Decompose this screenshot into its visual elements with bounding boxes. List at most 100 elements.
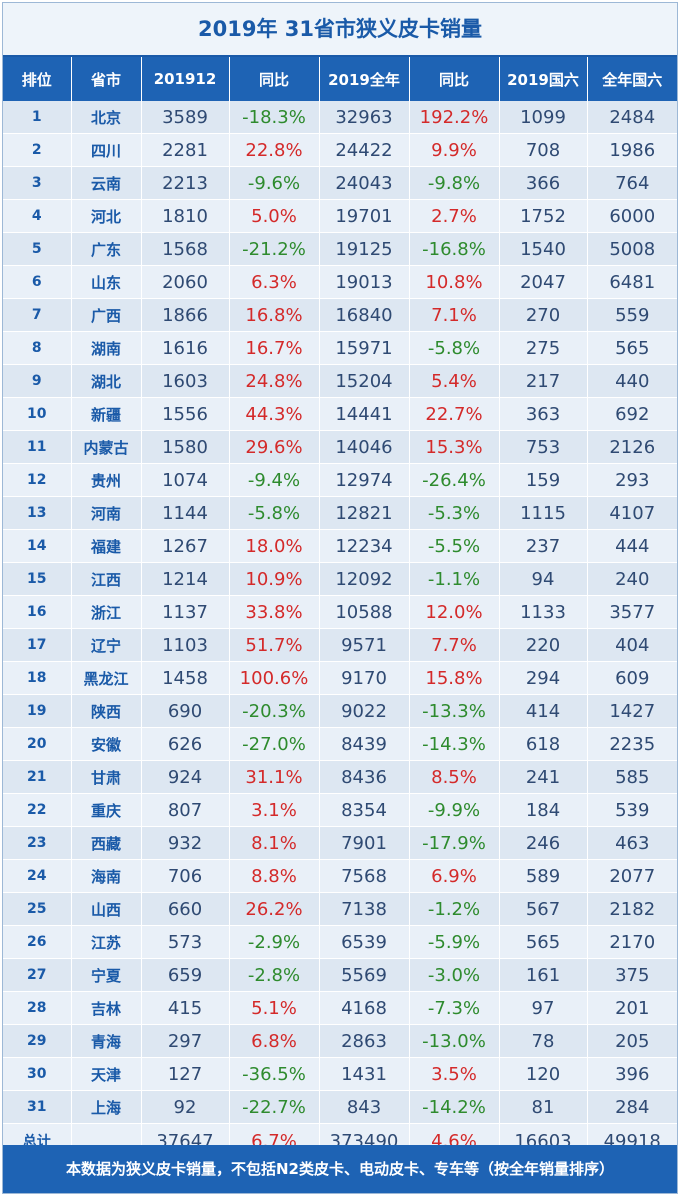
- rank-cell: 23: [3, 826, 72, 860]
- rank-cell: 1: [3, 101, 72, 134]
- province-cell: 甘肃: [71, 760, 142, 794]
- year-sales-cell: 19013: [319, 265, 410, 299]
- rank-cell: 12: [3, 463, 72, 497]
- dec-sales-cell: 1580: [141, 430, 230, 464]
- dec-sales-cell: 1267: [141, 529, 230, 563]
- cn6-full-cell: 559: [587, 298, 677, 332]
- dec-yoy-cell: 5.0%: [229, 199, 320, 233]
- cn6-full-cell: 565: [587, 331, 677, 365]
- dec-yoy-cell: 100.6%: [229, 661, 320, 695]
- province-cell: 天津: [71, 1057, 142, 1091]
- year-yoy-cell: -9.9%: [409, 793, 500, 827]
- header-cn6-full: 全年国六: [587, 57, 677, 101]
- table-row: 30 天津 127 -36.5% 1431 3.5% 120 396: [3, 1057, 677, 1091]
- province-cell: 黑龙江: [71, 661, 142, 695]
- cn6-full-cell: 2126: [587, 430, 677, 464]
- dec-yoy-cell: 29.6%: [229, 430, 320, 464]
- province-cell: 福建: [71, 529, 142, 563]
- table-row: 25 山西 660 26.2% 7138 -1.2% 567 2182: [3, 892, 677, 926]
- year-yoy-cell: -14.2%: [409, 1090, 500, 1124]
- dec-yoy-cell: 26.2%: [229, 892, 320, 926]
- year-sales-cell: 8439: [319, 727, 410, 761]
- table-row: 6 山东 2060 6.3% 19013 10.8% 2047 6481: [3, 265, 677, 299]
- dec-sales-cell: 1568: [141, 232, 230, 266]
- dec-sales-cell: 626: [141, 727, 230, 761]
- year-sales-cell: 15204: [319, 364, 410, 398]
- dec-yoy-cell: -36.5%: [229, 1057, 320, 1091]
- year-yoy-cell: 5.4%: [409, 364, 500, 398]
- dec-yoy-cell: -2.8%: [229, 958, 320, 992]
- cn6-full-cell: 764: [587, 166, 677, 200]
- dec-yoy-cell: 8.8%: [229, 859, 320, 893]
- cn6-2019-cell: 217: [499, 364, 588, 398]
- year-yoy-cell: -3.0%: [409, 958, 500, 992]
- year-sales-cell: 12821: [319, 496, 410, 530]
- rank-cell: 25: [3, 892, 72, 926]
- cn6-full-cell: 396: [587, 1057, 677, 1091]
- year-sales-cell: 10588: [319, 595, 410, 629]
- dec-yoy-cell: 31.1%: [229, 760, 320, 794]
- province-cell: 西藏: [71, 826, 142, 860]
- cn6-full-cell: 2235: [587, 727, 677, 761]
- cn6-full-cell: 205: [587, 1024, 677, 1058]
- cn6-full-cell: 3577: [587, 595, 677, 629]
- year-yoy-cell: -14.3%: [409, 727, 500, 761]
- province-cell: 辽宁: [71, 628, 142, 662]
- table-row: 13 河南 1144 -5.8% 12821 -5.3% 1115 4107: [3, 496, 677, 530]
- cn6-2019-cell: 1099: [499, 101, 588, 134]
- table-row: 28 吉林 415 5.1% 4168 -7.3% 97 201: [3, 991, 677, 1025]
- dec-yoy-cell: 51.7%: [229, 628, 320, 662]
- cn6-full-cell: 5008: [587, 232, 677, 266]
- dec-sales-cell: 659: [141, 958, 230, 992]
- cn6-2019-cell: 241: [499, 760, 588, 794]
- dec-sales-cell: 706: [141, 859, 230, 893]
- cn6-2019-cell: 94: [499, 562, 588, 596]
- year-yoy-cell: -13.3%: [409, 694, 500, 728]
- cn6-2019-cell: 270: [499, 298, 588, 332]
- cn6-full-cell: 201: [587, 991, 677, 1025]
- year-yoy-cell: 15.8%: [409, 661, 500, 695]
- year-yoy-cell: 7.1%: [409, 298, 500, 332]
- year-sales-cell: 12092: [319, 562, 410, 596]
- rank-cell: 17: [3, 628, 72, 662]
- table-row: 16 浙江 1137 33.8% 10588 12.0% 1133 3577: [3, 595, 677, 629]
- dec-sales-cell: 1810: [141, 199, 230, 233]
- province-cell: 云南: [71, 166, 142, 200]
- table-row: 4 河北 1810 5.0% 19701 2.7% 1752 6000: [3, 199, 677, 233]
- rank-cell: 3: [3, 166, 72, 200]
- cn6-2019-cell: 161: [499, 958, 588, 992]
- cn6-full-cell: 2170: [587, 925, 677, 959]
- cn6-full-cell: 404: [587, 628, 677, 662]
- year-yoy-cell: -7.3%: [409, 991, 500, 1025]
- rank-cell: 10: [3, 397, 72, 431]
- rank-cell: 24: [3, 859, 72, 893]
- rank-cell: 2: [3, 133, 72, 167]
- year-sales-cell: 12974: [319, 463, 410, 497]
- cn6-2019-cell: 565: [499, 925, 588, 959]
- table-row: 18 黑龙江 1458 100.6% 9170 15.8% 294 609: [3, 661, 677, 695]
- province-cell: 湖南: [71, 331, 142, 365]
- year-sales-cell: 32963: [319, 101, 410, 134]
- province-cell: 江苏: [71, 925, 142, 959]
- rank-cell: 6: [3, 265, 72, 299]
- year-yoy-cell: -1.2%: [409, 892, 500, 926]
- dec-yoy-cell: 16.8%: [229, 298, 320, 332]
- province-cell: 江西: [71, 562, 142, 596]
- header-row: 排位 省市 201912 同比 2019全年 同比 2019国六 全年国六: [3, 57, 677, 101]
- cn6-2019-cell: 294: [499, 661, 588, 695]
- rank-cell: 8: [3, 331, 72, 365]
- cn6-full-cell: 2484: [587, 101, 677, 134]
- dec-yoy-cell: 16.7%: [229, 331, 320, 365]
- year-sales-cell: 14441: [319, 397, 410, 431]
- cn6-full-cell: 539: [587, 793, 677, 827]
- year-yoy-cell: 22.7%: [409, 397, 500, 431]
- dec-yoy-cell: 3.1%: [229, 793, 320, 827]
- cn6-2019-cell: 1752: [499, 199, 588, 233]
- province-cell: 新疆: [71, 397, 142, 431]
- dec-sales-cell: 1214: [141, 562, 230, 596]
- cn6-full-cell: 4107: [587, 496, 677, 530]
- rank-cell: 20: [3, 727, 72, 761]
- dec-sales-cell: 92: [141, 1090, 230, 1124]
- rank-cell: 30: [3, 1057, 72, 1091]
